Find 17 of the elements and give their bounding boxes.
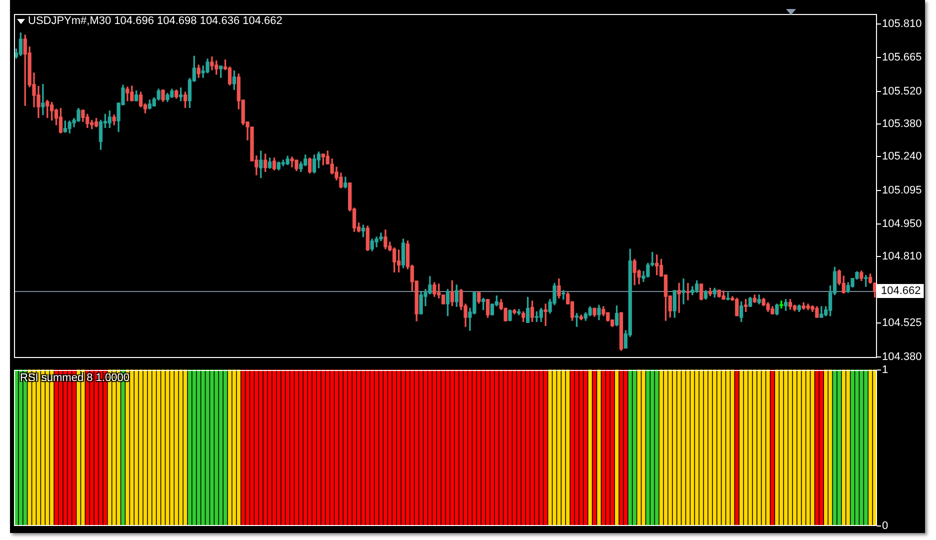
y-tick-label: 105.095 — [882, 184, 922, 196]
y-tick-label: 105.665 — [882, 52, 922, 64]
y-tick-label: 104.525 — [882, 317, 922, 330]
candlestick — [686, 282, 690, 300]
chart-title: USDJPYm#,M30 104.696 104.698 104.636 104.662 — [28, 15, 282, 28]
ref-line-label: 104.662 — [881, 285, 921, 298]
candlestick — [677, 282, 681, 313]
y-tick-label: 0 — [882, 520, 888, 532]
y-tick-label: 1 — [882, 364, 888, 376]
y-tick-label: 105.810 — [882, 18, 922, 30]
y-tick-label: 104.380 — [882, 350, 922, 363]
y-tick-label: 104.810 — [882, 250, 922, 263]
y-tick-label: 105.520 — [882, 85, 922, 98]
y-tick-label: 105.240 — [882, 150, 922, 163]
candlestick — [682, 278, 686, 304]
y-tick-label: 104.950 — [882, 218, 922, 230]
y-tick-label: 105.380 — [882, 118, 922, 130]
